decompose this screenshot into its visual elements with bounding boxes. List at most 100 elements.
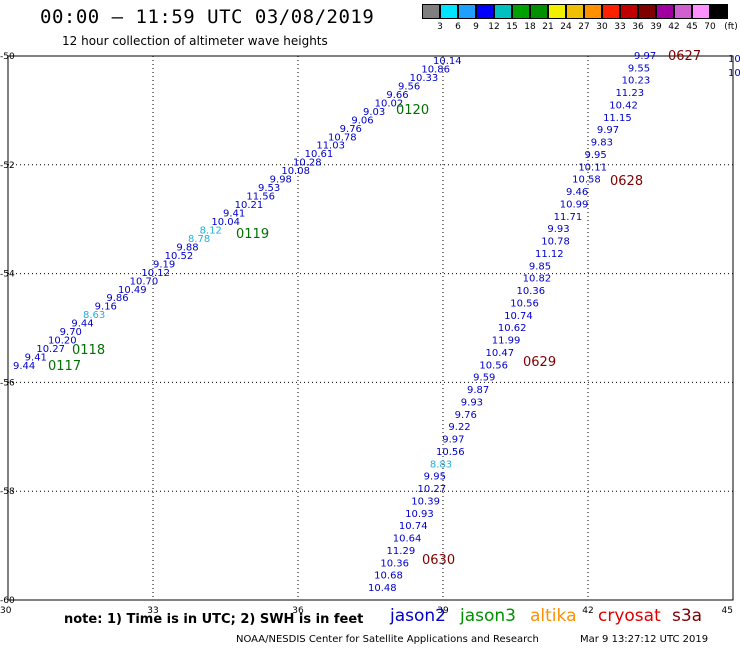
color-swatch	[494, 4, 512, 19]
color-swatch	[602, 4, 620, 19]
wave-height-value: 10	[728, 68, 740, 79]
wave-height-value: 10.21	[235, 200, 264, 211]
color-scale-bar	[422, 4, 728, 21]
wave-height-value: 11.23	[615, 88, 644, 99]
wave-height-value: 9.55	[628, 63, 650, 74]
wave-height-value: 10.78	[328, 132, 357, 143]
wave-height-value: 9.22	[448, 422, 470, 433]
wave-height-value: 9.85	[529, 261, 551, 272]
color-scale-label: 6	[455, 22, 461, 32]
color-scale-unit: (ft)	[724, 22, 738, 32]
y-tick-label: -58	[0, 487, 15, 497]
y-tick-label: -52	[0, 161, 15, 171]
x-tick-label: 33	[147, 606, 158, 616]
wave-height-value: 9.76	[340, 124, 362, 135]
wave-height-value: 8.78	[188, 234, 210, 245]
color-scale-label: 42	[668, 22, 680, 32]
wave-height-value: 10.62	[498, 323, 527, 334]
wave-height-value: 11.71	[554, 212, 583, 223]
color-swatch	[584, 4, 602, 19]
pass-time-label: 0120	[396, 103, 429, 118]
wave-height-value: 9.59	[473, 373, 495, 384]
satellite-legend-jason3: jason3	[460, 606, 516, 626]
wave-height-value: 9.83	[591, 138, 613, 149]
wave-height-value: 10.12	[141, 268, 170, 279]
wave-height-value: 8.83	[430, 459, 452, 470]
color-swatch	[422, 4, 440, 19]
x-tick-label: 39	[437, 606, 449, 616]
color-scale-label: 70	[704, 22, 716, 32]
wave-height-value: 9.98	[270, 175, 292, 186]
pass-time-label: 0630	[422, 553, 455, 568]
color-swatch	[440, 4, 458, 19]
y-tick-label: -56	[0, 378, 15, 388]
wave-height-value: 10.47	[486, 348, 515, 359]
wave-height-value: 10.42	[609, 100, 638, 111]
color-swatch	[530, 4, 548, 19]
wave-height-value: 10.08	[281, 166, 310, 177]
color-scale-label: 21	[542, 22, 554, 32]
wave-height-value: 10	[728, 54, 740, 65]
x-tick-label: 42	[582, 606, 593, 616]
color-swatch	[692, 4, 710, 19]
color-scale-label: 36	[632, 22, 644, 32]
wave-height-value: 10.23	[622, 76, 651, 87]
pass-time-label: 0627	[668, 49, 701, 64]
generated-timestamp: Mar 9 13:27:12 UTC 2019	[580, 634, 709, 645]
color-swatch	[548, 4, 566, 19]
wave-height-value: 9.06	[351, 115, 373, 126]
wave-height-value: 9.66	[386, 90, 408, 101]
wave-height-value: 10.27	[417, 484, 446, 495]
wave-height-value: 9.41	[223, 209, 245, 220]
wave-height-value: 9.97	[634, 51, 656, 62]
pass-time-label: 0119	[236, 227, 269, 242]
wave-height-value: 10.56	[479, 360, 508, 371]
wave-height-value: 9.44	[13, 361, 35, 372]
wave-height-value: 9.97	[597, 125, 619, 136]
color-swatch	[566, 4, 584, 19]
wave-height-value: 9.41	[25, 353, 47, 364]
wave-height-value: 10.58	[572, 175, 601, 186]
wave-height-value: 10.14	[433, 56, 462, 67]
wave-height-value: 9.95	[585, 150, 607, 161]
y-tick-label: -60	[0, 596, 15, 606]
color-scale-label: 15	[506, 22, 518, 32]
wave-height-value: 10.49	[118, 285, 147, 296]
wave-height-value: 9.88	[176, 242, 198, 253]
wave-height-value: 10.74	[399, 521, 428, 532]
wave-height-value: 10.64	[393, 534, 422, 545]
wave-height-value: 10.70	[130, 276, 159, 287]
wave-height-value: 10.99	[560, 199, 589, 210]
color-scale-label: 45	[686, 22, 698, 32]
wave-height-value: 10.56	[436, 447, 465, 458]
wave-height-value: 10.36	[516, 286, 545, 297]
plot-frame	[7, 55, 734, 601]
pass-time-label: 0118	[72, 343, 105, 358]
wave-height-value: 10.56	[510, 298, 539, 309]
wave-height-value: 10.11	[578, 162, 607, 173]
color-scale-label: 18	[524, 22, 536, 32]
wave-height-value: 9.70	[60, 327, 82, 338]
wave-height-value: 10.02	[375, 98, 404, 109]
wave-height-value: 11.12	[535, 249, 564, 260]
wave-height-value: 10.74	[504, 311, 533, 322]
wave-height-value: 10.27	[36, 344, 65, 355]
wave-height-value: 9.87	[467, 385, 489, 396]
page-subtitle: 12 hour collection of altimeter wave hei…	[62, 34, 328, 48]
color-swatch	[656, 4, 674, 19]
wave-height-value: 9.44	[71, 319, 93, 330]
color-scale-label: 12	[488, 22, 500, 32]
wave-height-value: 11.56	[246, 192, 275, 203]
wave-height-value: 9.93	[461, 397, 483, 408]
x-tick-label: 45	[722, 606, 733, 616]
wave-height-value: 9.56	[398, 81, 420, 92]
satellite-legend-altika: altika	[530, 606, 577, 626]
wave-height-value: 9.93	[547, 224, 569, 235]
wave-height-value: 11.99	[492, 336, 521, 347]
wave-height-value: 9.76	[455, 410, 477, 421]
wave-height-value: 10.04	[211, 217, 240, 228]
page-title: 00:00 – 11:59 UTC 03/08/2019	[40, 6, 375, 28]
color-scale-label: 24	[560, 22, 572, 32]
